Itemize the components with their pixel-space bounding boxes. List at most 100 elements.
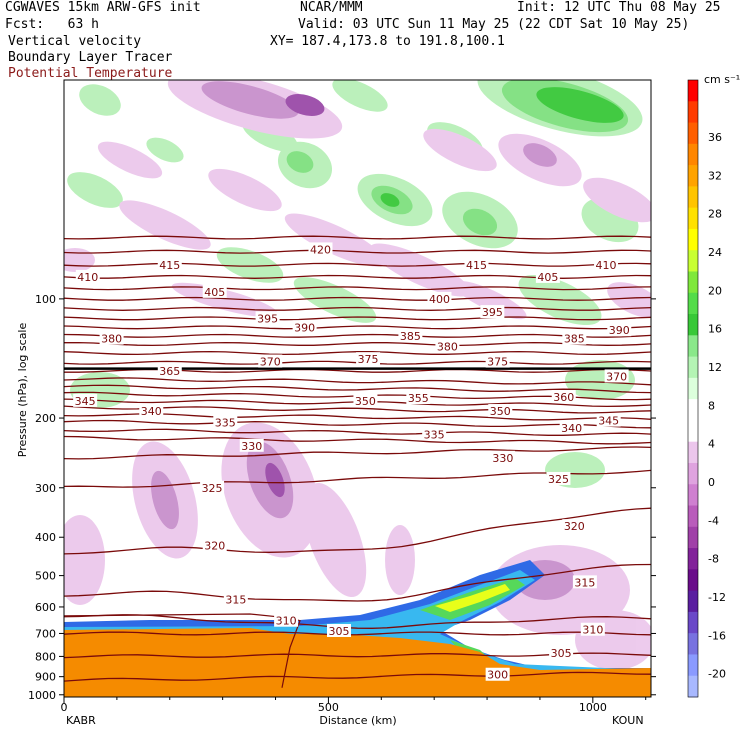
colorbar-label: 20: [708, 284, 722, 297]
theta-contour: [64, 631, 651, 636]
colorbar-label: -20: [708, 668, 726, 681]
theta-label: 320: [564, 520, 585, 533]
theta-label-bg: [485, 667, 510, 681]
theta-label-bg: [255, 311, 280, 325]
x-axis-label: Distance (km): [319, 714, 396, 727]
colorbar-swatch: [688, 505, 698, 528]
colorbar-label: 4: [708, 438, 715, 451]
theta-label: 390: [609, 324, 630, 337]
theta-label: 305: [328, 625, 349, 638]
colorbar-swatch: [688, 292, 698, 315]
theta-label: 350: [490, 405, 511, 418]
theta-label-bg: [562, 519, 587, 533]
theta-contour-labels: 420 415 415 410 410 405 405 400 395 395 390 390 385 3…: [73, 242, 632, 682]
forecast-hour: Fcst: 63 h: [5, 17, 99, 32]
theta-contour: [64, 296, 651, 301]
theta-label: 370: [606, 370, 627, 383]
theta-label-bg: [490, 450, 515, 464]
theta-label-bg: [427, 291, 452, 305]
theta-label: 325: [202, 482, 223, 495]
colorbar-swatch: [688, 420, 698, 443]
theta-label-bg: [422, 427, 447, 441]
colorbar-swatch: [688, 314, 698, 336]
theta-label: 310: [276, 615, 297, 628]
theta-label-bg: [488, 404, 513, 418]
init-time: Init: 12 UTC Thu 08 May 25: [517, 0, 721, 15]
theta-label: 320: [204, 540, 225, 553]
colorbar-swatch: [688, 228, 698, 251]
theta-label: 375: [358, 353, 379, 366]
theta-label: 365: [159, 365, 180, 378]
x-tick-label: 500: [318, 701, 339, 714]
y-tick-label: 1000: [28, 689, 56, 702]
theta-label: 385: [400, 330, 421, 343]
colorbar-swatch: [688, 250, 698, 272]
theta-label: 405: [204, 286, 225, 299]
theta-label: 385: [564, 333, 585, 346]
theta-label: 325: [548, 473, 569, 486]
theta-contour: [64, 306, 651, 311]
field-vertical-velocity: Vertical velocity: [8, 34, 142, 49]
theta-label: 330: [241, 440, 262, 453]
colorbar-swatch: [688, 548, 698, 570]
theta-label: 420: [310, 243, 331, 256]
theta-label: 415: [466, 259, 487, 272]
theta-label-bg: [223, 592, 248, 606]
colorbar-swatch: [688, 462, 698, 485]
theta-label-bg: [607, 323, 632, 337]
theta-label-bg: [551, 390, 576, 404]
x-tick-label: 0: [61, 701, 68, 714]
theta-label-bg: [594, 257, 619, 271]
theta-label-bg: [464, 257, 489, 271]
theta-label: 335: [424, 428, 445, 441]
theta-label: 360: [553, 391, 574, 404]
colorbar-unit: cm s⁻¹: [704, 73, 740, 86]
theta-contour: [64, 507, 651, 555]
theta-label-bg: [200, 480, 225, 494]
theta-contour: [64, 235, 651, 240]
theta-label: 395: [257, 312, 278, 325]
colorbar-swatch: [688, 207, 698, 230]
theta-contour: [64, 377, 651, 386]
theta-label-bg: [326, 623, 351, 637]
org-label: NCAR/MMM: [300, 0, 363, 15]
colorbar-label: 16: [708, 323, 722, 336]
theta-label: 335: [215, 416, 236, 429]
theta-label: 345: [598, 415, 619, 428]
theta-contour: [64, 286, 651, 291]
theta-label-bg: [292, 320, 317, 334]
colorbar-label: 0: [708, 476, 715, 489]
theta-label-bg: [75, 269, 100, 283]
theta-contour: [64, 435, 651, 445]
theta-contour: [64, 671, 651, 682]
theta-label-bg: [157, 363, 182, 377]
theta-label-bg: [485, 354, 510, 368]
colorbar-swatch: [688, 377, 698, 400]
theta-label: 415: [159, 259, 180, 272]
y-tick-label: 800: [35, 650, 56, 663]
theta-label: 380: [101, 333, 122, 346]
colorbar-label: 24: [708, 246, 722, 259]
theta-label: 350: [355, 395, 376, 408]
y-tick-label: 200: [35, 412, 56, 425]
field-bl-tracer: Boundary Layer Tracer: [8, 50, 173, 65]
theta-label: 380: [437, 341, 458, 354]
theta-label: 310: [582, 624, 603, 637]
colorbar-label: 32: [708, 169, 722, 182]
theta-label-bg: [435, 339, 460, 353]
colorbar: 36 32 28 24 20 16 12 8 4 0 -4 -8 -12 -16 -20: [687, 79, 726, 698]
plot-frame: [63, 79, 652, 698]
colorbar-frame: [687, 79, 699, 698]
right-endpoint-label: KOUN: [612, 714, 644, 727]
colorbar-swatch: [688, 569, 698, 592]
theta-label-bg: [572, 575, 597, 589]
theta-label-bg: [549, 646, 574, 660]
colorbar-swatch: [688, 654, 698, 677]
theta-label-bg: [398, 328, 423, 342]
colorbar-swatch: [688, 611, 698, 634]
colorbar-swatch: [688, 441, 698, 464]
y-axis: 100 200 300 400 500 600 700 800 900 1000: [28, 293, 656, 702]
theta-label-bg: [580, 622, 605, 636]
theta-label-bg: [239, 438, 264, 452]
theta-label-bg: [535, 269, 560, 283]
